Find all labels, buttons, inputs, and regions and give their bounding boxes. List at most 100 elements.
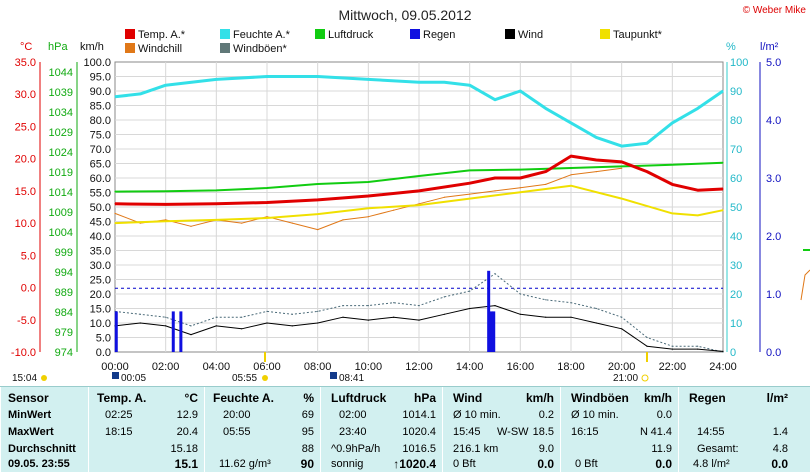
series-point [342, 316, 344, 318]
series-point [393, 302, 395, 304]
pressure-tick-label: 974 [55, 347, 73, 359]
series-point [595, 322, 597, 324]
series-point [621, 316, 623, 318]
series-point [469, 84, 471, 86]
series-point [165, 220, 167, 222]
time-tick-label: 06:00 [253, 361, 281, 373]
temp-tick-label: 35.0 [15, 57, 36, 69]
chart-title: Mittwoch, 09.05.2012 [338, 7, 471, 23]
stats-header-pressure: Luftdruck [331, 391, 387, 405]
hum-max-value: 95 [301, 426, 314, 438]
sunrise-icon [262, 375, 268, 381]
time-tick-label: 04:00 [203, 361, 231, 373]
stats-header-humidity: Feuchte A. [213, 391, 274, 405]
rain-current-value: 0.0 [771, 457, 788, 471]
temp-tick-label: 30.0 [15, 89, 36, 101]
humidity-tick-label: 70 [730, 144, 742, 156]
wind-avg-label: Ø 10 min. [453, 409, 501, 421]
series-point [165, 190, 167, 192]
series-point [469, 307, 471, 310]
series-point [266, 217, 268, 219]
press-min-value: 1014.1 [402, 409, 436, 421]
temp-avg-value: 15.18 [170, 443, 198, 455]
wind-tick-label: 100.0 [83, 57, 111, 69]
rain-bar [171, 311, 175, 352]
wind-max-value: 18.5 [532, 426, 554, 438]
time-tick-label: 20:00 [608, 361, 636, 373]
series-point [570, 302, 572, 304]
series-point [621, 198, 623, 200]
rain-bar [487, 270, 491, 352]
series-point [697, 348, 699, 350]
wind-tick-label: 65.0 [90, 159, 111, 171]
legend-label: Feuchte A.* [233, 29, 291, 41]
series-point [494, 177, 496, 179]
stats-header-wind: Wind [453, 391, 483, 405]
wind-mean-value: 9.0 [538, 443, 554, 455]
series-point [595, 136, 597, 138]
series-point [393, 209, 395, 211]
humidity-tick-label: 90 [730, 86, 742, 98]
series-point [215, 203, 217, 205]
time-tick-label: 22:00 [659, 361, 687, 373]
time-tick-label: 12:00 [405, 361, 433, 373]
temp-tick-label: 20.0 [15, 154, 36, 166]
series-point [418, 175, 420, 177]
legend-label: Windchill [138, 43, 182, 55]
rain-bar [489, 311, 493, 352]
stats-label-max: MaxWert [8, 426, 54, 438]
series-feuchte-a [114, 75, 724, 148]
series-point [469, 169, 471, 171]
legend: Temp. A.* Feuchte A.* Luftdruck Regen Wind Ta… [125, 29, 663, 55]
series-point [595, 159, 597, 161]
series-point [418, 319, 420, 321]
temp-tick-label: 0.0 [21, 283, 36, 295]
legend-swatch [125, 29, 135, 39]
pressure-unit: hPa [48, 41, 68, 53]
series-point [266, 310, 268, 312]
series-point [443, 313, 445, 315]
stats-header-rain: Regen [689, 391, 726, 405]
series-point [697, 214, 699, 216]
series-point [317, 213, 319, 215]
series-point [671, 183, 673, 185]
series-point [266, 201, 268, 204]
series-point [545, 107, 547, 109]
gust-max-dir: N [640, 426, 648, 438]
series-point [443, 296, 445, 298]
series-point [443, 196, 445, 198]
series-point [367, 305, 369, 307]
sunset-icon [641, 374, 649, 382]
pressure-tick-label: 1044 [49, 67, 73, 79]
time-tick-label: 08:00 [304, 361, 332, 373]
wind-tick-label: 50.0 [90, 202, 111, 214]
series-point [646, 336, 648, 339]
temp-min-time: 02:25 [105, 409, 133, 421]
series-point [139, 93, 141, 95]
series-point [621, 167, 623, 169]
wind-tick-label: 80.0 [90, 115, 111, 127]
hum-max-time: 05:55 [223, 426, 251, 438]
gust-max-time: 16:15 [571, 426, 599, 438]
series-point [671, 164, 673, 166]
moonset-icon [112, 372, 119, 379]
moonrise-time: 15:04 [12, 373, 37, 384]
legend-label: Wind [518, 29, 543, 41]
series-point [418, 204, 420, 206]
rain-max-value: 1.4 [772, 426, 788, 438]
series-point [190, 225, 192, 227]
gust-current-value: 0.0 [655, 457, 672, 471]
series-point [317, 183, 319, 185]
wind-tick-label: 15.0 [90, 304, 111, 316]
pressure-tick-label: 1019 [49, 167, 73, 179]
series-point [165, 316, 167, 318]
rain-tick-label: 4.0 [766, 115, 781, 127]
temp-unit: °C [20, 41, 32, 53]
series-point [595, 171, 597, 173]
series-point [671, 122, 673, 124]
series-point [545, 171, 547, 173]
legend-label: Luftdruck [328, 29, 374, 41]
series-point [621, 328, 623, 330]
stats-table: Sensor MinWert MaxWert Durchschnitt 09.0… [0, 386, 810, 472]
series-taupunkt [114, 184, 724, 225]
